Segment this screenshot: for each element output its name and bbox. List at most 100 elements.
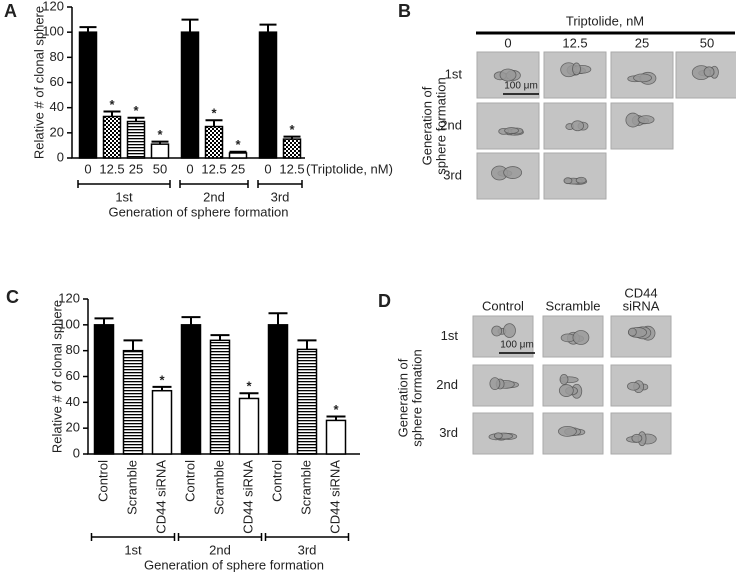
cell-cluster	[559, 373, 569, 385]
x-tick-label: Scramble	[211, 460, 226, 515]
x-tick-label: 25	[129, 161, 143, 176]
x-tick-label: 0	[264, 161, 271, 176]
x-tick-label: Scramble	[124, 460, 139, 515]
group-label: 3rd	[271, 189, 290, 204]
x-tick-label: 12.5	[201, 161, 226, 176]
micrograph	[543, 152, 607, 200]
y-tick-label: 100	[58, 316, 80, 331]
micrograph	[472, 315, 534, 358]
group-bracket	[179, 180, 249, 188]
row-label: 2nd	[436, 377, 458, 392]
significance-mark: *	[246, 379, 252, 394]
cell-cluster	[631, 433, 643, 443]
row-label: 1st	[445, 66, 463, 81]
y-tick-label: 100	[42, 24, 64, 39]
cell-cluster	[571, 120, 585, 132]
x-tick-label: 25	[231, 161, 245, 176]
y-tick-label: 120	[58, 290, 80, 305]
cell-cluster	[572, 330, 590, 345]
y-tick-label: 40	[66, 394, 80, 409]
x-tick-label: CD44 siRNA	[240, 460, 255, 534]
row-label: 3rd	[439, 425, 458, 440]
significance-mark: *	[109, 97, 115, 112]
cell-cluster	[489, 377, 501, 391]
bar	[151, 389, 173, 455]
x-tick-label: Control	[95, 460, 110, 502]
group-label: 2nd	[209, 542, 231, 557]
row-axis-label: Generation of	[419, 86, 434, 165]
column-header: Control	[482, 298, 524, 313]
significance-mark: *	[289, 122, 295, 137]
bar	[122, 349, 144, 455]
cell-cluster	[503, 323, 516, 338]
row-label: 1st	[441, 328, 459, 343]
x-axis-label: Generation of sphere formation	[144, 557, 324, 572]
significance-mark: *	[235, 137, 241, 152]
row-label: 3rd	[443, 167, 462, 182]
column-header: 12.5	[562, 35, 587, 50]
y-axis-label: Relative # of clonal sphere	[31, 6, 46, 159]
x-tick-label: Control	[269, 460, 284, 502]
cell-cluster	[503, 166, 523, 179]
x-tick-label: 12.5	[99, 161, 124, 176]
bar	[325, 419, 347, 455]
bar	[267, 324, 289, 455]
bar	[102, 115, 122, 159]
row-axis-label: Generation of	[395, 358, 410, 437]
column-header: 25	[635, 35, 649, 50]
x-tick-label: 12.5	[279, 161, 304, 176]
bar	[204, 125, 224, 159]
scale-bar-label: 100 μm	[504, 81, 538, 92]
x-axis-label: Generation of sphere formation	[109, 204, 289, 219]
y-tick-label: 0	[57, 149, 64, 164]
cell-cluster	[499, 68, 517, 82]
cell-cluster	[633, 73, 652, 83]
bar	[296, 348, 318, 455]
group-bracket	[264, 533, 350, 541]
group-label: 3rd	[298, 542, 317, 557]
bar	[258, 31, 278, 159]
cell-cluster	[491, 325, 503, 337]
cell-cluster	[627, 327, 637, 337]
y-axis-label: Relative # of clonal sphere	[49, 300, 64, 453]
group-label: 1st	[124, 542, 142, 557]
bar	[180, 324, 202, 455]
column-header: Scramble	[546, 298, 601, 313]
column-header: CD44	[624, 285, 657, 300]
cell-cluster	[504, 127, 519, 134]
bar	[282, 138, 302, 159]
y-tick-label: 20	[66, 420, 80, 435]
significance-mark: *	[133, 103, 139, 118]
column-header: siRNA	[623, 298, 660, 313]
y-tick-label: 0	[73, 445, 80, 460]
x-tick-label: 0	[186, 161, 193, 176]
significance-mark: *	[333, 402, 339, 417]
x-tick-label: CD44 siRNA	[327, 460, 342, 534]
x-tick-label: 50	[153, 161, 167, 176]
x-tick-label: Scramble	[298, 460, 313, 515]
column-header: 50	[700, 35, 714, 50]
x-tick-label: 0	[84, 161, 91, 176]
bar	[126, 120, 146, 159]
y-tick-label: 60	[50, 74, 64, 89]
cell-cluster	[703, 66, 715, 78]
row-axis-label: sphere formation	[433, 77, 448, 175]
cell-cluster	[563, 177, 573, 185]
significance-mark: *	[211, 106, 217, 121]
y-tick-label: 40	[50, 99, 64, 114]
bar	[180, 31, 200, 159]
scale-bar-label: 100 μm	[500, 340, 534, 351]
cell-cluster	[558, 384, 574, 397]
bar	[93, 324, 115, 455]
group-label: 2nd	[203, 189, 225, 204]
column-header: 0	[504, 35, 511, 50]
cell-cluster	[575, 176, 587, 184]
cell-cluster	[627, 381, 640, 391]
grid-title: Triptolide, nM	[566, 13, 644, 28]
group-label: 1st	[115, 189, 133, 204]
significance-mark: *	[159, 372, 165, 387]
group-bracket	[177, 533, 263, 541]
panel-label: D	[378, 291, 391, 311]
micrograph	[610, 102, 674, 150]
